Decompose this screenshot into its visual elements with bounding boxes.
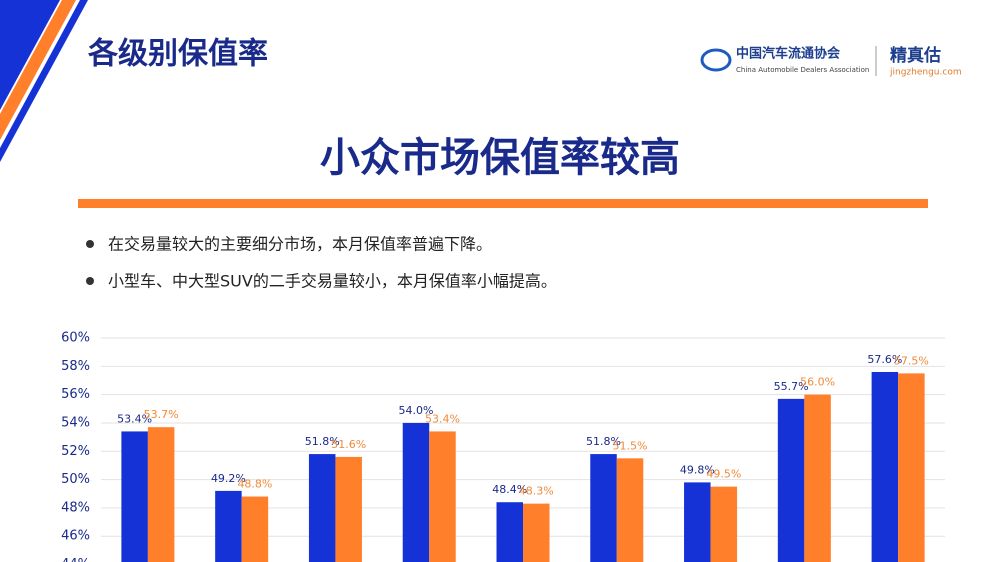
bar (777, 398, 805, 562)
bar (147, 427, 175, 562)
y-tick-label: 46% (61, 529, 90, 544)
corner-stripe (0, 0, 60, 110)
value-label: 55.7% (774, 380, 809, 393)
bar (429, 431, 456, 562)
bullet: 小型车、中大型SUV的二手交易量较小，本月保值率小幅提高。 (108, 272, 557, 291)
bar (590, 454, 617, 562)
headline-underline (78, 199, 928, 208)
value-label: 53.7% (144, 408, 179, 421)
y-tick-label: 44% (61, 557, 90, 562)
value-label: 51.8% (305, 435, 340, 448)
bar (121, 431, 148, 562)
logo-cn: 中国汽车流通协会 (736, 46, 841, 62)
value-label: 51.6% (331, 438, 366, 451)
value-label: 56.0% (800, 376, 835, 389)
bullet-dot (86, 240, 94, 248)
y-tick-label: 56% (61, 387, 90, 402)
bar (616, 458, 644, 562)
brand: 精真估 (890, 45, 941, 66)
value-label: 51.5% (613, 439, 648, 452)
value-label: 48.8% (237, 478, 272, 491)
bar (804, 394, 831, 562)
corner-stripe (0, 0, 88, 162)
y-tick-label: 52% (61, 444, 90, 459)
bar (496, 502, 523, 562)
bar (308, 454, 336, 562)
value-label: 53.4% (425, 412, 460, 425)
slide-title: 各级别保值率 (87, 37, 268, 72)
value-label: 49.2% (211, 472, 246, 485)
y-tick-label: 54% (61, 415, 90, 430)
value-label: 49.8% (680, 463, 715, 476)
value-label: 49.5% (706, 468, 741, 481)
logo-en: China Automobile Dealers Association (736, 66, 869, 74)
y-tick-label: 50% (61, 472, 90, 487)
corner-stripe (0, 0, 76, 140)
bar (684, 482, 711, 562)
value-label: 54.0% (398, 404, 433, 417)
y-tick-label: 58% (61, 359, 90, 374)
bar (215, 490, 242, 562)
bar (871, 371, 899, 562)
value-label: 53.4% (117, 412, 152, 425)
headline: 小众市场保值率较高 (320, 135, 680, 181)
bar (402, 422, 430, 562)
value-label: 51.8% (586, 435, 621, 448)
bar (710, 486, 738, 562)
y-tick-label: 48% (61, 500, 90, 515)
bullet: 在交易量较大的主要细分市场，本月保值率普遍下降。 (108, 235, 492, 254)
value-label: 48.3% (519, 485, 554, 498)
y-tick-label: 60% (61, 331, 90, 346)
bar (241, 496, 269, 562)
bar (335, 456, 362, 562)
bar (898, 373, 925, 562)
bullet-dot (86, 277, 94, 285)
value-label: 48.4% (492, 483, 527, 496)
logo-icon (700, 48, 732, 72)
bar (523, 503, 550, 562)
brand-url: jingzhengu.com (889, 68, 962, 78)
value-label: 57.5% (894, 354, 929, 367)
value-label: 57.6% (867, 353, 902, 366)
